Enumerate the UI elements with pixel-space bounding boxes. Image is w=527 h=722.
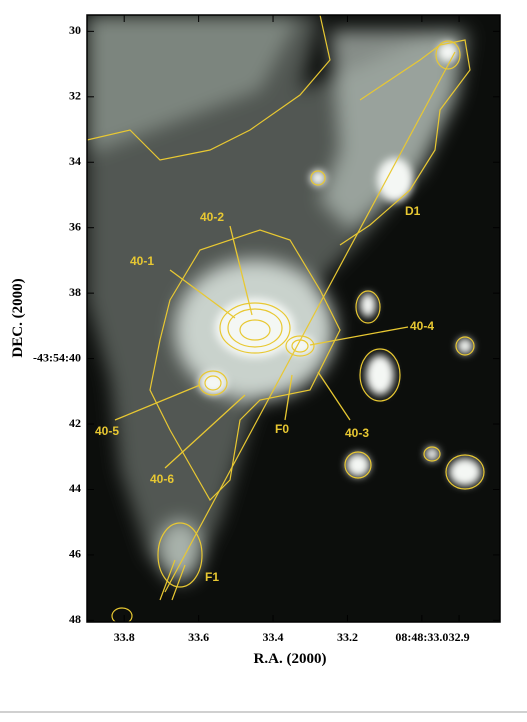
sky-image — [87, 15, 500, 622]
y-axis-label: DEC. (2000) — [10, 278, 26, 357]
annotation-leader — [164, 394, 246, 469]
y-tick-label: 46 — [69, 547, 81, 561]
y-tick-label: 44 — [69, 481, 81, 495]
x-tick-label: 32.9 — [449, 630, 470, 644]
x-tick-label: 33.8 — [114, 630, 135, 644]
annotation: F1 — [205, 570, 219, 584]
annotation: 40-4 — [410, 319, 434, 333]
annotation: 40-3 — [345, 426, 369, 440]
y-tick-label: 36 — [69, 219, 81, 233]
y-tick-label: 38 — [69, 285, 81, 299]
y-tick-label: 48 — [69, 612, 81, 626]
annotation: 40-6 — [150, 472, 174, 486]
y-tick-label: -43:54:40 — [33, 350, 81, 364]
annotation-leader — [229, 225, 253, 316]
plot-frame — [86, 14, 501, 623]
annotation-leader — [169, 269, 236, 319]
x-axis-label: R.A. (2000) — [254, 651, 327, 667]
annotation: F0 — [275, 422, 289, 436]
x-tick-label: 33.2 — [337, 630, 358, 644]
y-tick-label: 30 — [69, 23, 81, 37]
x-tick-label: 08:48:33.0 — [395, 630, 448, 644]
y-tick-label: 32 — [69, 89, 81, 103]
annotation-leader — [284, 374, 293, 421]
annotation: 40-2 — [200, 210, 224, 224]
annotation: 40-5 — [95, 424, 119, 438]
x-tick-label: 33.6 — [188, 630, 209, 644]
annotation: D1 — [405, 204, 421, 218]
annotation-leader — [114, 384, 201, 421]
y-tick-label: 34 — [69, 154, 81, 168]
annotation-leader — [317, 371, 351, 421]
y-tick-label: 42 — [69, 416, 81, 430]
x-tick-label: 33.4 — [263, 630, 284, 644]
annotation: 40-1 — [130, 254, 154, 268]
annotation-leader — [309, 326, 409, 346]
